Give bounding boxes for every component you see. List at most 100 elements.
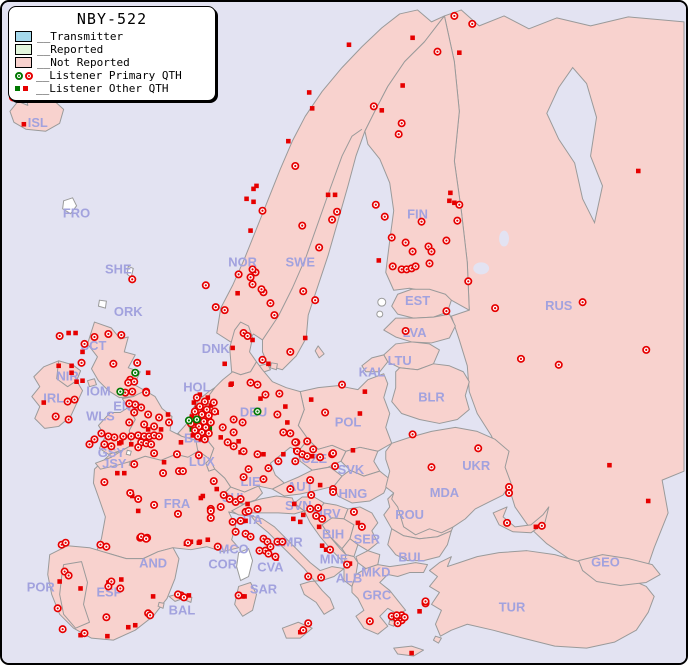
listener-other-qth-marker (243, 518, 248, 524)
legend-row-0: __Transmitter (15, 30, 209, 43)
listener-other-qth-marker (261, 451, 266, 457)
listener-primary-qth-marker (236, 494, 245, 504)
listener-primary-qth-marker (125, 418, 134, 427)
country-label-hng: HNG (339, 486, 368, 501)
listener-other-qth-marker (186, 593, 192, 598)
listener-other-qth-marker (197, 539, 203, 545)
listener-primary-qth-marker (309, 445, 318, 454)
listener-primary-qth-marker (234, 591, 243, 600)
country-blr (391, 363, 470, 424)
listener-other-qth-marker (214, 486, 220, 492)
listener-other-qth-marker (410, 35, 415, 41)
listener-primary-qth-marker (216, 502, 225, 511)
listener-other-qth-marker (56, 363, 61, 369)
legend-swatch-transmitter (15, 31, 32, 42)
listener-other-qth-marker (291, 516, 296, 522)
listener-primary-qth-marker (380, 212, 389, 221)
listener-other-qth-marker (309, 453, 315, 459)
country-label-layer: ISLFROSHEORKSCTNIRIRLIOMENGWLSGSYJSYNORS… (27, 115, 620, 617)
listener-primary-qth-marker (314, 503, 323, 512)
country-label-dnk: DNK (202, 341, 231, 356)
listener-primary-qth-marker (253, 504, 262, 513)
listener-other-qth-marker (66, 330, 71, 336)
country-label-fro: FRO (63, 206, 90, 221)
listener-other-qth-marker (251, 199, 256, 205)
listener-primary-qth-marker (401, 326, 410, 336)
listener-other-qth-marker (400, 83, 405, 88)
listener-other-qth-marker (105, 633, 110, 639)
listener-primary-qth-marker (253, 380, 262, 389)
gotland-island (314, 345, 325, 359)
listener-primary-qth-marker (433, 47, 442, 56)
listener-primary-qth-marker (299, 626, 308, 635)
listener-primary-qth-marker (90, 332, 99, 341)
listener-other-qth-marker (258, 396, 263, 401)
listener-other-qth-marker (452, 200, 457, 206)
listener-primary-qth-marker (266, 542, 275, 551)
listener-primary-qth-marker (369, 102, 378, 111)
legend-swatch-not_reported (15, 57, 32, 68)
listener-primary-qth-marker (127, 432, 136, 441)
country-label-alb: ALB (336, 570, 363, 585)
listener-other-qth-marker (417, 609, 422, 614)
listener-primary-qth-marker (298, 221, 307, 230)
listener-primary-qth-marker (315, 243, 324, 252)
listener-other-qth-marker (21, 121, 27, 127)
listener-primary-qth-marker (342, 560, 352, 569)
country-label-wls: WLS (86, 408, 115, 423)
listener-other-qth-marker (193, 421, 199, 426)
listener-other-qth-marker (309, 106, 315, 111)
listener-primary-qth-marker (306, 504, 315, 513)
listener-primary-qth-marker (104, 432, 113, 441)
listener-other-qth-marker (178, 440, 184, 445)
sicily-island (281, 621, 313, 639)
country-label-fra: FRA (164, 496, 191, 511)
country-label-isl: ISL (28, 115, 48, 130)
lake-onega (499, 230, 510, 247)
listener-primary-qth-marker (468, 19, 477, 28)
listener-primary-qth-marker (146, 611, 155, 620)
land-layer (9, 9, 685, 657)
listener-primary-qth-marker (107, 442, 116, 451)
legend-item-label: __Listener Other QTH (36, 82, 169, 95)
listener-primary-qth-marker (200, 397, 209, 406)
listener-primary-qth-marker (70, 395, 79, 404)
listener-primary-qth-marker (266, 299, 275, 308)
listener-primary-qth-marker (453, 216, 462, 225)
listener-primary-qth-marker (464, 277, 473, 286)
country-label-gsy: GSY (98, 445, 126, 460)
listener-other-qth-marker (74, 379, 79, 384)
listener-primary-qth-marker (204, 429, 213, 438)
listener-other-qth-marker (150, 594, 156, 599)
listener-primary-qth-marker (142, 534, 151, 543)
listener-primary-qth-marker (303, 452, 312, 461)
listener-primary-qth-marker (642, 345, 651, 354)
country-label-tur: TUR (499, 599, 526, 614)
listener-primary-qth-marker (155, 413, 164, 422)
listener-primary-qth-marker (209, 398, 218, 407)
listener-primary-qth-marker (258, 355, 267, 364)
listener-primary-qth-marker (278, 537, 287, 546)
listener-primary-qth-marker (239, 473, 248, 482)
country-label-and: AND (139, 556, 167, 571)
listener-other-qth-marker (283, 404, 288, 409)
listener-primary-qth-marker (491, 304, 500, 313)
legend-row-2: __Not Reported (15, 56, 209, 69)
listener-primary-qth-marker (117, 330, 126, 340)
listener-primary-qth-marker (326, 545, 335, 554)
listener-primary-qth-marker (253, 407, 262, 416)
listener-primary-qth-marker (100, 478, 109, 487)
listener-primary-qth-marker (234, 270, 243, 279)
listener-other-qth-marker (248, 228, 253, 233)
country-label-bal: BAL (169, 602, 196, 617)
country-label-svk: SVK (338, 462, 365, 477)
circle-marker-icon (15, 71, 23, 80)
country-label-jsy: JSY (102, 456, 127, 471)
country-label-kal: KAL (359, 365, 386, 380)
circle-marker-icon (25, 71, 33, 80)
listener-primary-qth-marker (270, 311, 279, 320)
listener-primary-qth-marker (116, 584, 125, 593)
listener-primary-qth-marker (397, 119, 406, 128)
listener-other-qth-marker (236, 439, 241, 444)
